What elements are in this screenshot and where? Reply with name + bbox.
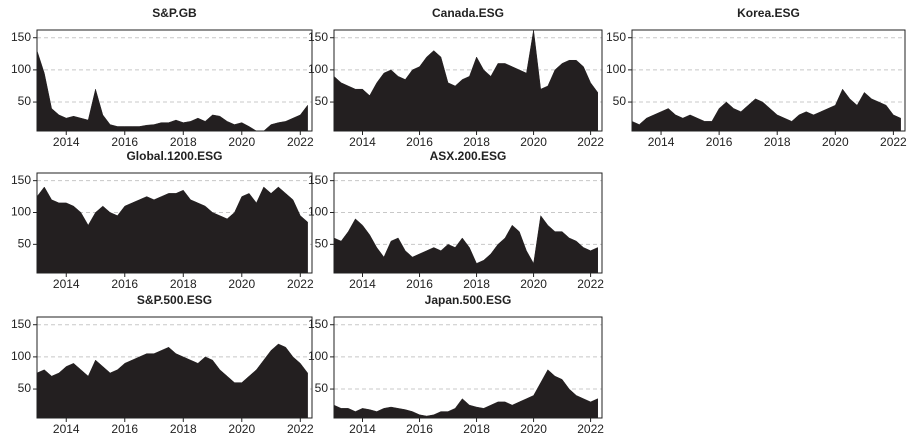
area — [37, 50, 308, 131]
x-tick-label: 2022 — [287, 135, 314, 149]
panel-title: Canada.ESG — [432, 6, 504, 20]
frame — [36, 29, 313, 132]
x-tick-label: 2018 — [463, 135, 490, 149]
panel: Global.1200.ESG 50 100 150 2014 2016 2018 2020 2… — [11, 149, 314, 291]
plot-area — [334, 215, 598, 273]
panel: Japan.500.ESG 50 100 150 2014 2016 2018 2020 202… — [308, 293, 604, 436]
panel: S&P.500.ESG 50 100 150 2014 2016 2018 2020 2022 — [11, 293, 314, 436]
x-tick-label: 2018 — [170, 277, 197, 291]
x-tick-label: 2020 — [822, 135, 849, 149]
x-tick-label: 2020 — [228, 422, 255, 436]
plot-area — [37, 343, 308, 418]
panel-title: ASX.200.ESG — [430, 149, 507, 163]
panel-title: S&P.500.ESG — [137, 293, 212, 307]
x-tick-label: 2018 — [764, 135, 791, 149]
plot-area — [37, 50, 308, 131]
x-tick-label: 2022 — [577, 277, 604, 291]
y-tick-label: 150 — [606, 30, 626, 44]
area — [37, 343, 308, 418]
y-tick-label: 150 — [308, 30, 328, 44]
x-tick-label: 2022 — [880, 135, 907, 149]
area — [334, 30, 598, 131]
area — [632, 88, 901, 131]
y-tick-label: 100 — [11, 349, 31, 363]
x-tick-label: 2018 — [170, 422, 197, 436]
x-tick-label: 2016 — [406, 422, 433, 436]
y-tick-label: 100 — [11, 205, 31, 219]
y-tick-label: 150 — [11, 173, 31, 187]
x-tick-label: 2018 — [463, 422, 490, 436]
x-tick-label: 2022 — [287, 422, 314, 436]
x-tick-label: 2020 — [520, 135, 547, 149]
panel: S&P.GB 50 100 150 2014 2016 2018 2020 2022 — [11, 6, 314, 149]
x-tick-label: 2020 — [520, 422, 547, 436]
panel: Canada.ESG 50 100 150 2014 2016 2018 2020 2022 — [308, 6, 604, 149]
y-tick-label: 100 — [606, 62, 626, 76]
y-tick-label: 50 — [18, 381, 32, 395]
x-tick-label: 2016 — [111, 135, 138, 149]
area — [334, 215, 598, 273]
x-tick-label: 2016 — [406, 277, 433, 291]
y-tick-label: 50 — [18, 94, 32, 108]
y-tick-label: 100 — [308, 62, 328, 76]
plot-area — [37, 186, 308, 273]
y-tick-label: 50 — [613, 94, 627, 108]
x-tick-label: 2016 — [111, 277, 138, 291]
x-tick-label: 2016 — [111, 422, 138, 436]
panel-title: Korea.ESG — [737, 6, 800, 20]
x-tick-label: 2022 — [577, 135, 604, 149]
area — [334, 369, 598, 418]
x-tick-label: 2014 — [349, 277, 376, 291]
x-tick-label: 2020 — [520, 277, 547, 291]
y-tick-label: 100 — [308, 205, 328, 219]
y-tick-label: 100 — [11, 62, 31, 76]
y-tick-label: 150 — [11, 30, 31, 44]
y-tick-label: 100 — [308, 349, 328, 363]
x-tick-label: 2018 — [463, 277, 490, 291]
x-tick-label: 2018 — [170, 135, 197, 149]
plot-area — [334, 369, 598, 418]
x-tick-label: 2020 — [228, 135, 255, 149]
area — [37, 186, 308, 273]
y-tick-label: 50 — [315, 381, 329, 395]
frame — [333, 316, 603, 419]
plot-area — [334, 30, 598, 131]
x-tick-label: 2016 — [406, 135, 433, 149]
y-tick-label: 50 — [315, 237, 329, 251]
x-tick-label: 2014 — [349, 422, 376, 436]
y-tick-label: 50 — [315, 94, 329, 108]
panel-title: Japan.500.ESG — [425, 293, 512, 307]
x-tick-label: 2020 — [228, 277, 255, 291]
x-tick-label: 2022 — [577, 422, 604, 436]
y-tick-label: 50 — [18, 237, 32, 251]
frame — [631, 29, 906, 132]
x-tick-label: 2014 — [53, 277, 80, 291]
frame — [333, 29, 603, 132]
x-tick-label: 2014 — [53, 422, 80, 436]
panel-title: Global.1200.ESG — [126, 149, 222, 163]
x-tick-label: 2014 — [53, 135, 80, 149]
frame — [36, 316, 313, 419]
frame — [36, 172, 313, 274]
y-tick-label: 150 — [11, 317, 31, 331]
x-tick-label: 2016 — [706, 135, 733, 149]
panel-title: S&P.GB — [152, 6, 197, 20]
x-tick-label: 2014 — [349, 135, 376, 149]
x-tick-label: 2022 — [287, 277, 314, 291]
y-tick-label: 150 — [308, 173, 328, 187]
panel: ASX.200.ESG 50 100 150 2014 2016 2018 2020 2022 — [308, 149, 604, 291]
panel: Korea.ESG 50 100 150 2014 2016 2018 2020 2022 — [606, 6, 907, 149]
frame — [333, 172, 603, 274]
x-tick-label: 2014 — [648, 135, 675, 149]
plot-area — [632, 88, 901, 131]
y-tick-label: 150 — [308, 317, 328, 331]
